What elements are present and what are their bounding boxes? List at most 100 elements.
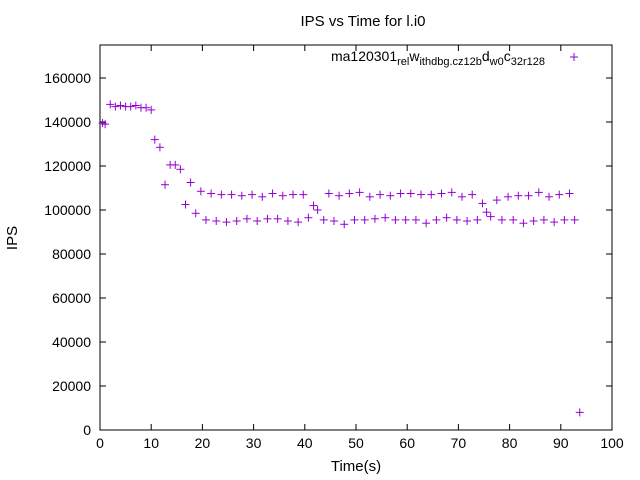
data-point: [422, 219, 431, 228]
data-point: [427, 190, 436, 199]
y-tick-label: 100000: [44, 202, 91, 218]
x-axis-label: Time(s): [331, 458, 381, 475]
legend-label-part: d: [482, 48, 490, 64]
data-point: [212, 217, 221, 225]
data-point: [519, 219, 528, 228]
data-point: [575, 408, 584, 417]
x-tick-label: 100: [600, 435, 624, 451]
data-point: [565, 189, 574, 198]
data-point: [497, 215, 506, 224]
data-point: [263, 214, 272, 223]
data-point: [550, 218, 559, 227]
x-tick-label: 40: [297, 435, 313, 451]
data-point: [514, 191, 523, 200]
y-tick-label: 80000: [52, 246, 91, 262]
data-point: [142, 103, 151, 112]
data-point: [539, 215, 548, 224]
data-point: [329, 217, 338, 225]
data-point: [478, 199, 487, 208]
legend-marker-plus-icon: [570, 53, 578, 61]
x-tick-label: 30: [246, 435, 262, 451]
legend-label-part: 32r128: [511, 56, 545, 68]
data-point: [222, 218, 231, 227]
data-point: [232, 217, 241, 225]
data-point: [350, 215, 359, 224]
data-point: [529, 217, 538, 225]
data-point: [201, 215, 210, 224]
data-point: [207, 189, 216, 198]
y-axis: 0 20000 40000 60000 80000 100000 120000 140000 1…: [44, 70, 612, 438]
data-point: [227, 190, 236, 199]
data-point: [268, 189, 277, 198]
data-point: [406, 189, 415, 198]
x-tick-label: 70: [451, 435, 467, 451]
legend-label-part: rel: [397, 56, 409, 68]
data-point: [289, 190, 298, 199]
data-points: [98, 100, 584, 417]
data-point: [324, 189, 333, 198]
data-point: [545, 192, 554, 201]
data-point: [309, 201, 318, 210]
data-point: [335, 191, 344, 200]
y-tick-label: 160000: [44, 70, 91, 86]
y-tick-label: 140000: [44, 114, 91, 130]
data-point: [376, 190, 385, 199]
data-point: [319, 215, 328, 224]
x-tick-label: 0: [96, 435, 104, 451]
data-point: [365, 192, 374, 201]
chart-title: IPS vs Time for l.i0: [300, 13, 425, 30]
data-point: [181, 200, 190, 209]
data-point: [299, 190, 308, 199]
data-point: [504, 192, 513, 201]
y-tick-label: 40000: [52, 334, 91, 350]
data-point: [340, 220, 349, 229]
y-tick-label: 0: [83, 422, 91, 438]
data-point: [457, 192, 466, 201]
data-point: [196, 187, 205, 196]
data-point: [258, 192, 267, 201]
data-point: [432, 215, 441, 224]
data-point: [391, 215, 400, 224]
data-point: [442, 213, 451, 222]
x-tick-label: 90: [553, 435, 569, 451]
data-point: [463, 217, 472, 225]
data-point: [217, 190, 226, 199]
data-point: [248, 190, 257, 199]
legend-label-part: ithdbg.cz12b: [419, 56, 481, 68]
data-point: [111, 102, 120, 111]
legend-label-part: c: [504, 48, 511, 64]
data-point: [131, 101, 140, 110]
data-point: [437, 189, 446, 198]
data-point: [155, 143, 164, 152]
data-point: [278, 191, 287, 200]
data-point: [283, 217, 292, 225]
data-point: [161, 180, 170, 189]
data-point: [386, 191, 395, 200]
x-axis: 0 10 20 30 40 50 60 70 80 90 100: [96, 45, 624, 451]
y-axis-label: IPS: [4, 226, 21, 250]
data-point: [191, 209, 200, 218]
data-point: [492, 196, 501, 205]
data-point: [126, 102, 135, 111]
x-tick-label: 10: [143, 435, 159, 451]
data-point: [447, 188, 456, 197]
y-tick-label: 60000: [52, 290, 91, 306]
data-point: [370, 214, 379, 223]
data-point: [294, 218, 303, 227]
y-tick-label: 120000: [44, 158, 91, 174]
legend-label-part: ma120301: [331, 48, 397, 64]
data-point: [401, 215, 410, 224]
x-tick-label: 50: [348, 435, 364, 451]
data-point: [237, 191, 246, 200]
legend: ma120301relwithdbg.cz12bdw0c32r128: [331, 48, 578, 68]
data-point: [396, 189, 405, 198]
data-point: [482, 208, 491, 217]
data-point: [147, 105, 156, 114]
data-point: [150, 135, 159, 144]
data-point: [355, 188, 364, 197]
data-point: [524, 191, 533, 200]
data-point: [273, 214, 282, 223]
data-point: [411, 215, 420, 224]
